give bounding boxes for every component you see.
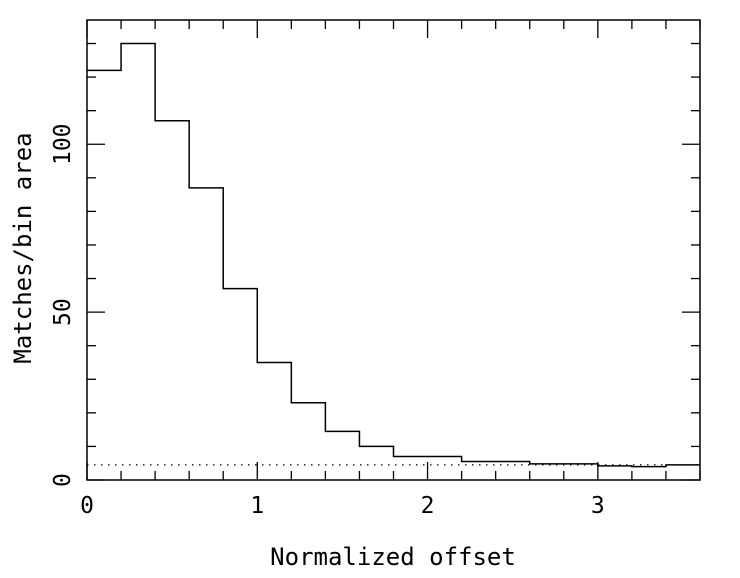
- y-axis-label: Matches/bin area: [9, 132, 37, 363]
- y-tick-label: 100: [50, 123, 76, 165]
- tick-labels: 0 1 2 3 0 50 100: [50, 123, 605, 519]
- y-tick-label: 0: [50, 473, 76, 487]
- x-tick-label: 2: [421, 493, 435, 519]
- y-tick-label: 50: [50, 298, 76, 326]
- x-axis-label: Normalized offset: [270, 543, 516, 571]
- x-tick-label: 1: [250, 493, 264, 519]
- x-tick-label: 0: [80, 493, 94, 519]
- x-tick-label: 3: [591, 493, 605, 519]
- plot-frame: [86, 19, 701, 481]
- histogram-steps: [87, 42, 700, 468]
- axis-ticks: [86, 20, 701, 481]
